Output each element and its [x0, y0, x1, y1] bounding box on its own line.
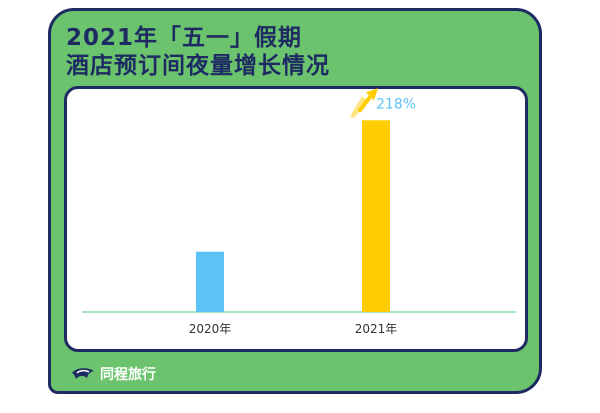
bar-2 [362, 120, 390, 312]
bar-1 [196, 251, 224, 312]
page-title-line2: 酒店预订间夜量增长情况 [66, 53, 330, 79]
brand-logo: 同程旅行 [70, 364, 156, 384]
bar-chart: 2020年 2021年 218% [82, 88, 516, 336]
x-tick-label: 2020年 [189, 322, 232, 336]
chart-panel [64, 86, 528, 352]
growth-label: 218% [376, 96, 416, 112]
brand-name: 同程旅行 [100, 367, 156, 383]
tongcheng-logo-icon [72, 368, 94, 379]
up-arrow-icon [350, 88, 378, 119]
page-title-line1: 2021年「五一」假期 [66, 25, 303, 51]
x-tick-label: 2021年 [355, 322, 398, 336]
